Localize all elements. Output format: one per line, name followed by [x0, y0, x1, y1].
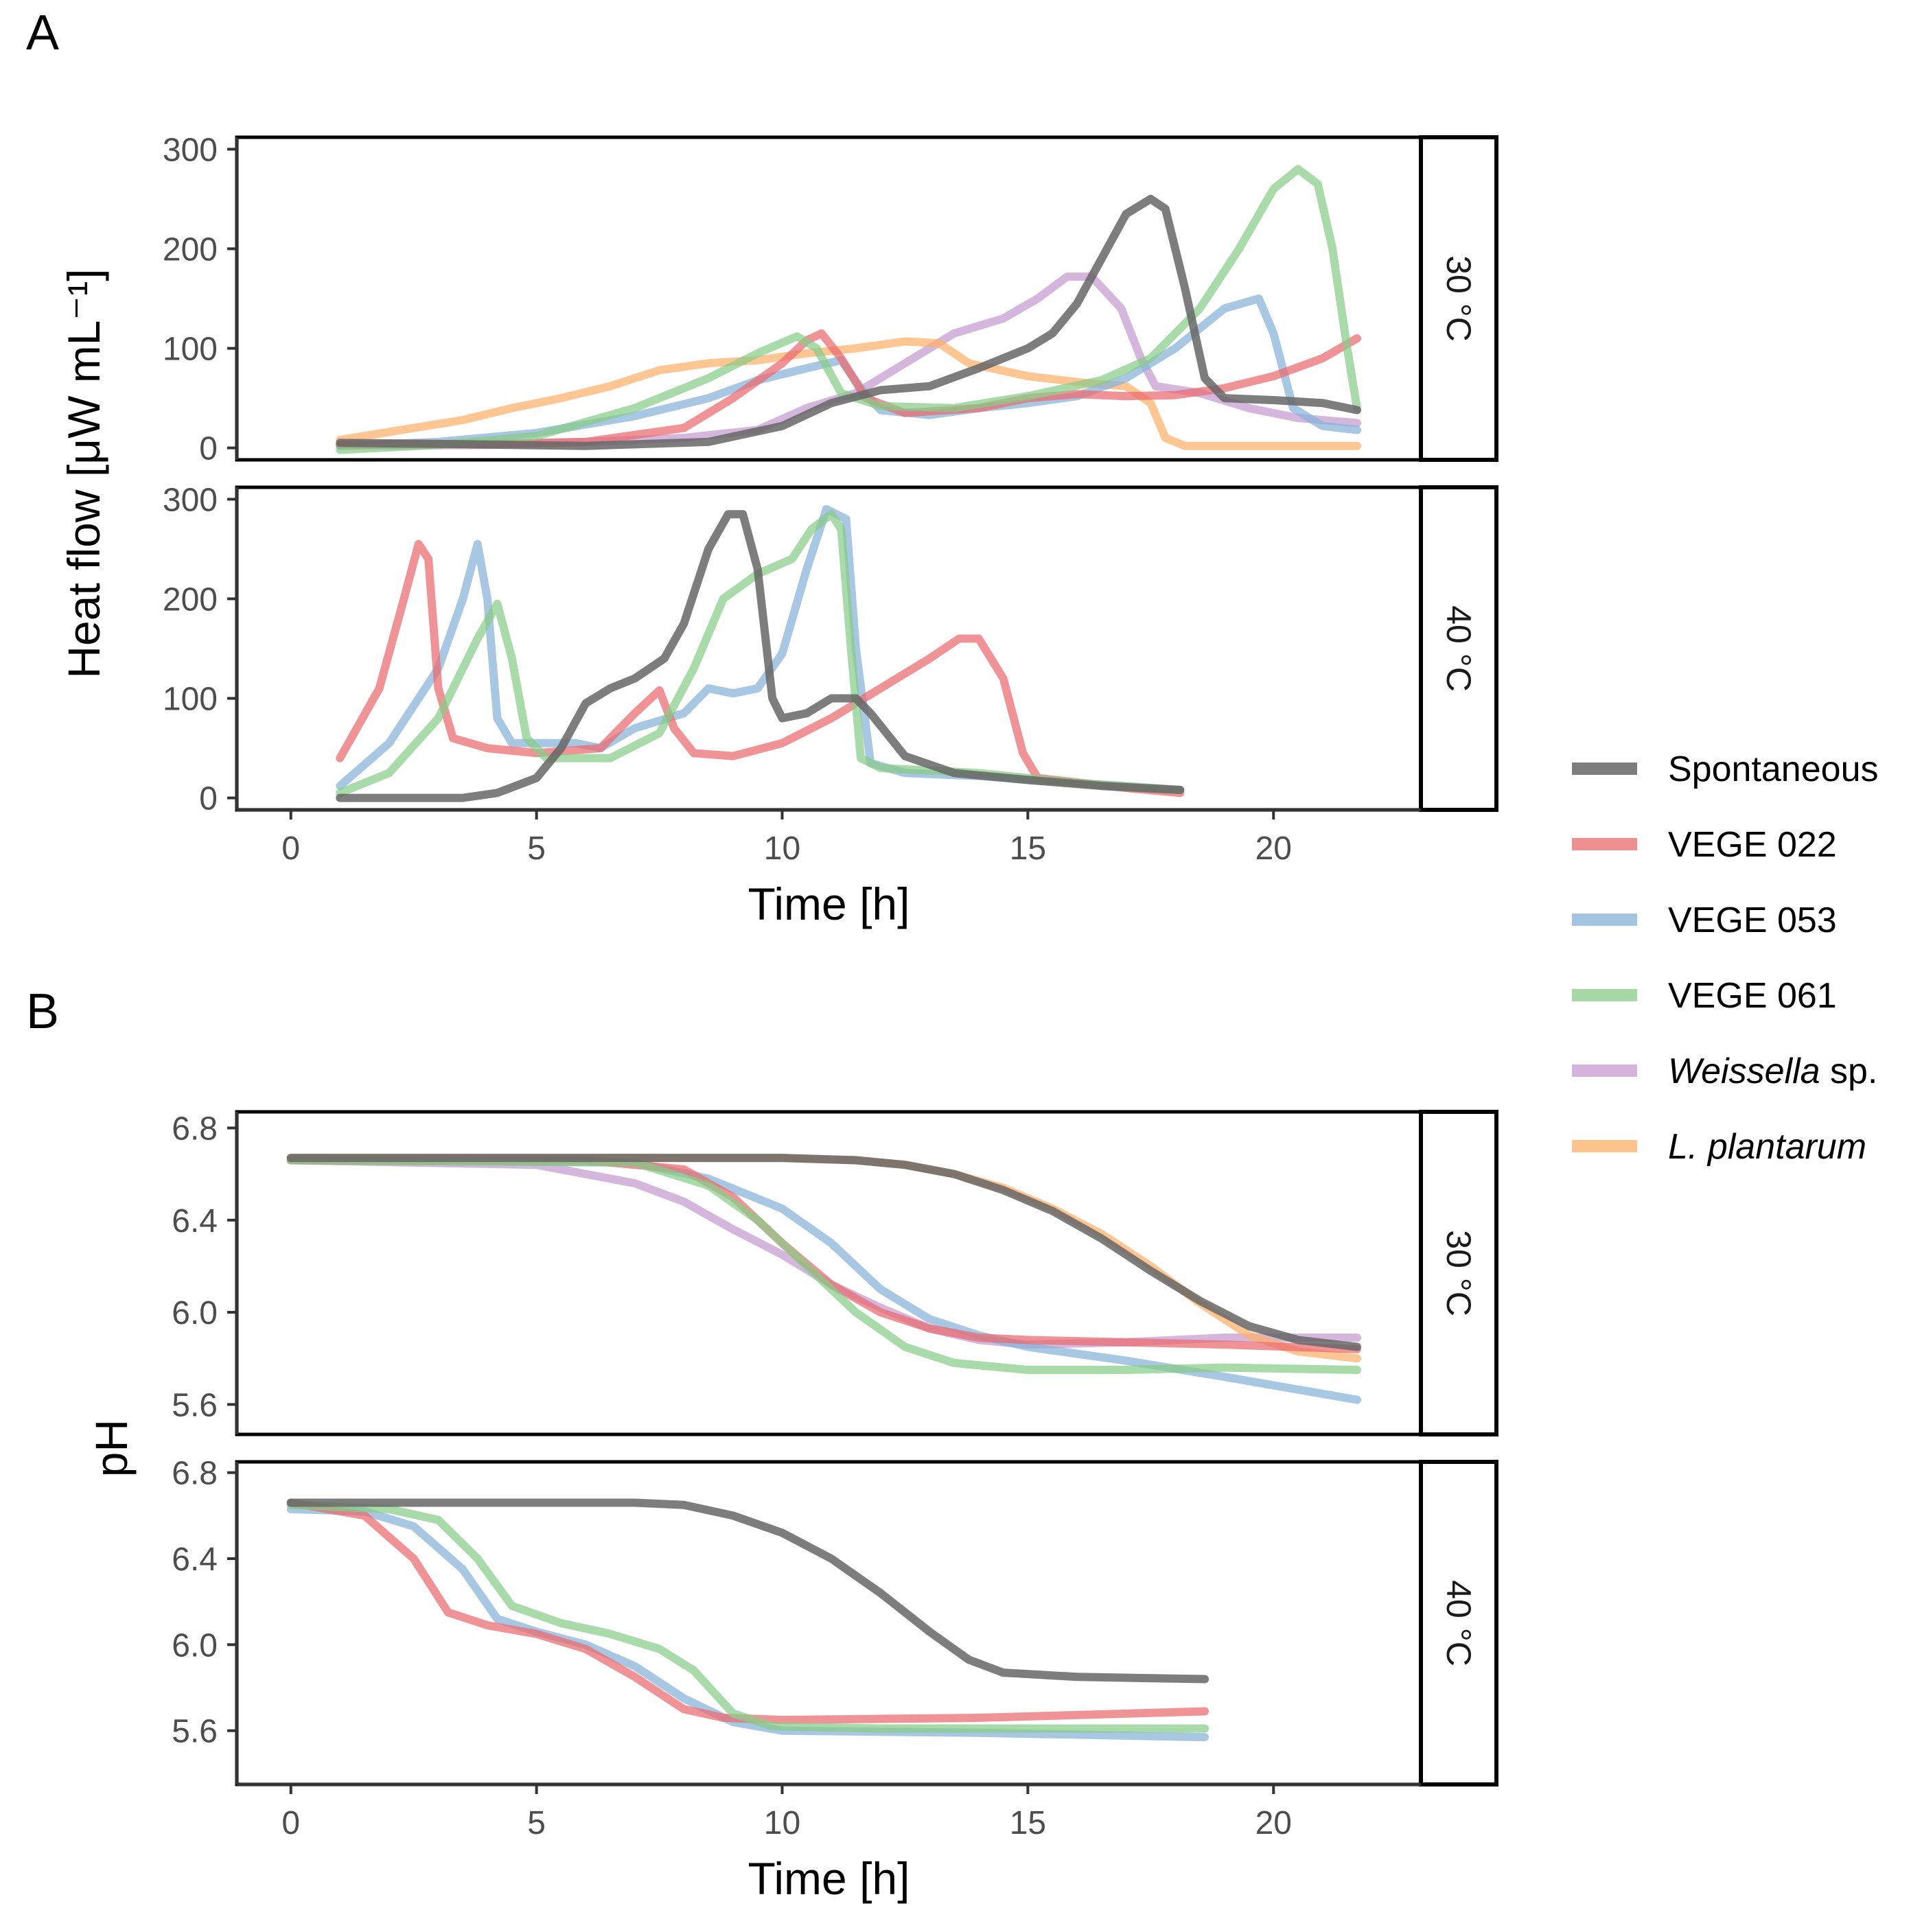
- series-line-v022: [336, 539, 1185, 798]
- y-tick-label: 5.6: [172, 1714, 218, 1750]
- series-lines: [286, 1498, 1209, 1742]
- facet-strip: [1419, 1460, 1498, 1786]
- plot-area: [237, 137, 1421, 460]
- series-line-spont: [286, 1498, 1209, 1684]
- heat-flow-chart: 0 100 200 300 30 °C 0 100 200 300 40 °C 0 5 10 15…: [58, 132, 1498, 929]
- heat-flow-facet-30c: 0 100 200 300 30 °C: [163, 132, 1498, 467]
- y-axis-title: pH: [86, 1419, 137, 1477]
- y-tick-label: 300: [163, 132, 218, 168]
- facet-label: 30 °C: [1439, 255, 1478, 342]
- y-axis: 5.6 6.0 6.4 6.8: [172, 1456, 238, 1784]
- y-tick-label: 6.8: [172, 1111, 218, 1148]
- y-tick-label: 200: [163, 231, 218, 268]
- x-tick-label: 20: [1255, 1805, 1292, 1841]
- y-axis: 0 100 200 300: [163, 132, 238, 467]
- x-axis-title: Time [h]: [748, 1853, 910, 1904]
- legend-item-spont: Spontaneous: [1572, 749, 1879, 789]
- series-line-v061: [336, 510, 1185, 798]
- panel-label-a: A: [26, 5, 59, 60]
- series-line-spont: [336, 194, 1361, 450]
- legend-item-v022: VEGE 022: [1572, 825, 1837, 865]
- facet-strip: [1419, 485, 1498, 812]
- x-tick-label: 5: [527, 830, 546, 867]
- heat-flow-facet-40c: 0 100 200 300 40 °C: [163, 482, 1498, 817]
- x-tick-label: 15: [1010, 830, 1046, 867]
- series-line-v061: [336, 165, 1361, 454]
- facet-label: 40 °C: [1439, 1580, 1478, 1666]
- y-tick-label: 6.4: [172, 1203, 218, 1239]
- legend-label: VEGE 022: [1668, 825, 1837, 865]
- x-axis: 0 5 10 15 20: [237, 1783, 1421, 1841]
- series-line-v061: [286, 1156, 1361, 1374]
- y-tick-label: 300: [163, 482, 218, 518]
- x-tick-label: 0: [281, 830, 300, 867]
- legend-label: Spontaneous: [1668, 749, 1879, 789]
- y-tick-label: 100: [163, 331, 218, 368]
- panel-label-b: B: [26, 984, 59, 1039]
- legend-item-v061: VEGE 061: [1572, 976, 1837, 1016]
- series-line-v061: [286, 1500, 1209, 1733]
- x-tick-label: 15: [1010, 1805, 1046, 1841]
- series-line-v053: [286, 1504, 1209, 1742]
- x-axis: 0 5 10 15 20: [237, 808, 1421, 867]
- y-tick-label: 6.8: [172, 1456, 218, 1492]
- series-line-v022: [286, 1156, 1361, 1353]
- ph-facet-40c: 5.6 6.0 6.4 6.8 40 °C: [172, 1456, 1498, 1786]
- ph-facet-30c: 5.6 6.0 6.4 6.8 30 °C: [172, 1110, 1498, 1436]
- legend-item-v053: VEGE 053: [1572, 900, 1837, 940]
- x-tick-label: 20: [1255, 830, 1292, 867]
- series-line-v022: [286, 1498, 1209, 1724]
- y-axis: 5.6 6.0 6.4 6.8: [172, 1111, 238, 1434]
- y-tick-label: 6.4: [172, 1541, 218, 1578]
- series-line-spont: [286, 1154, 1361, 1351]
- y-tick-label: 0: [199, 781, 218, 817]
- y-tick-label: 5.6: [172, 1387, 218, 1423]
- plot-area: [237, 1462, 1421, 1784]
- plot-area: [237, 487, 1421, 810]
- y-axis-title: Heat flow [μW mL⁻¹]: [58, 268, 109, 678]
- legend-label: L. plantarum: [1668, 1127, 1866, 1167]
- legend-item-lplant: L. plantarum: [1572, 1127, 1866, 1167]
- ph-chart: 5.6 6.0 6.4 6.8 30 °C 5.6 6.0 6.4 6.8 40 °C 0 5…: [86, 1110, 1498, 1904]
- facet-strip: [1419, 135, 1498, 462]
- x-tick-label: 10: [764, 830, 800, 867]
- facet-strip: [1419, 1110, 1498, 1436]
- y-tick-label: 200: [163, 581, 218, 618]
- x-tick-label: 10: [764, 1805, 800, 1841]
- legend-label: VEGE 053: [1668, 900, 1837, 940]
- y-axis: 0 100 200 300: [163, 482, 238, 817]
- legend-item-weis: Weissella sp.: [1572, 1051, 1877, 1091]
- x-tick-label: 5: [527, 1805, 546, 1841]
- facet-label: 30 °C: [1439, 1230, 1478, 1316]
- y-tick-label: 6.0: [172, 1295, 218, 1331]
- x-tick-label: 0: [281, 1805, 300, 1841]
- series-lines: [336, 165, 1361, 454]
- legend-label: VEGE 061: [1668, 976, 1837, 1016]
- y-tick-label: 100: [163, 682, 218, 718]
- series-line-spont: [336, 510, 1185, 802]
- y-tick-label: 0: [199, 431, 218, 467]
- facet-label: 40 °C: [1439, 605, 1478, 692]
- legend: Spontaneous VEGE 022 VEGE 053 VEGE 061 Weiss…: [1572, 749, 1879, 1167]
- series-lines: [286, 1154, 1361, 1404]
- legend-label: Weissella sp.: [1668, 1051, 1877, 1091]
- series-lines: [336, 504, 1185, 802]
- x-axis-title: Time [h]: [748, 878, 910, 929]
- y-tick-label: 6.0: [172, 1627, 218, 1664]
